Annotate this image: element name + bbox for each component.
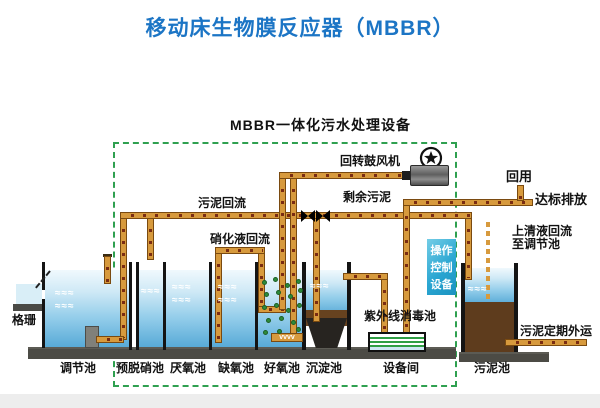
mbbr-media-dot	[285, 283, 290, 288]
label-uv-pool: 紫外线消毒池	[364, 309, 437, 323]
tank-label-aerobic: 好氧池	[264, 361, 301, 375]
inlet-pipe	[13, 304, 45, 311]
label-supernatant-1: 上清液回流	[512, 224, 573, 238]
unit-subtitle: MBBR一体化污水处理设备	[230, 117, 411, 133]
wall	[136, 262, 139, 350]
regulation-tank-drop-pipe	[104, 256, 111, 284]
settling-sludge-riser	[313, 218, 320, 322]
water-wave-icon	[218, 295, 237, 306]
wall	[209, 262, 212, 350]
water-wave-icon	[310, 281, 329, 292]
mbbr-media-dot	[276, 290, 281, 295]
blower-body	[410, 165, 449, 186]
tank-label-settling: 沉淀池	[306, 361, 343, 375]
label-excess-sludge: 剩余污泥	[343, 190, 392, 204]
pump-outlet-pipe	[96, 336, 124, 343]
aeration-header-pipe	[279, 172, 409, 179]
predenitrification-tank-water	[139, 270, 163, 347]
water-wave-icon	[218, 282, 237, 293]
inlet-wall-upper	[42, 262, 45, 290]
mbbr-media-dot	[263, 330, 268, 335]
wall	[163, 262, 166, 350]
reuse-stub-pipe	[517, 185, 524, 201]
water-wave-icon	[468, 284, 487, 295]
water-wave-icon	[55, 288, 74, 299]
tank-label-sludge: 污泥池	[474, 361, 511, 375]
water-wave-icon	[172, 295, 191, 306]
label-screen: 格珊	[12, 313, 37, 327]
mbbr-media-dot	[288, 294, 293, 299]
control-cabinet-line: 控制	[430, 262, 453, 274]
mbbr-media-dot	[296, 327, 301, 332]
label-blower: 回转鼓风机	[340, 154, 401, 168]
tank-label-predenitrification: 预脱硝池	[116, 361, 165, 375]
control-cabinet-line: 操作	[430, 245, 453, 257]
control-cabinet: 操作 控制 设备	[427, 239, 456, 295]
wall	[514, 263, 518, 352]
mbbr-media-dot	[262, 305, 267, 310]
discharge-pipe	[403, 199, 533, 206]
mbbr-media-dot	[264, 292, 269, 297]
label-discharge: 达标排放	[535, 192, 588, 207]
label-supernatant-2: 至调节池	[512, 237, 561, 251]
mbbr-media-dot	[277, 329, 282, 334]
blower-nozzle	[402, 171, 411, 180]
nitrified-recycle-top-pipe	[215, 247, 265, 254]
control-cabinet-line: 设备	[430, 279, 453, 291]
main-platform	[28, 347, 456, 359]
return-downcomer-pipe	[120, 218, 127, 340]
wall	[461, 263, 465, 352]
page-title: 移动床生物膜反应器（MBBR）	[145, 17, 455, 40]
wall	[347, 262, 351, 350]
settling-tank-water	[306, 270, 347, 315]
water-wave-icon	[55, 301, 74, 312]
water-wave-icon	[172, 282, 191, 293]
mbbr-media-dot	[262, 280, 267, 285]
mbbr-media-dot	[291, 320, 296, 325]
sludge-haul-pipe	[505, 339, 587, 346]
mbbr-media-dot	[286, 308, 291, 313]
label-reuse: 回用	[506, 169, 533, 184]
wall	[129, 262, 132, 350]
settling-overflow-pipe	[343, 273, 388, 280]
inlet-wall-lower	[42, 299, 45, 348]
label-sludge-return: 污泥回流	[198, 196, 247, 210]
valve-icon	[316, 210, 330, 222]
predenitrification-drop-pipe	[147, 218, 154, 260]
uv-disinfection-unit	[368, 332, 426, 352]
label-sludge-out: 污泥定期外运	[520, 324, 593, 338]
sludge-tank-platform	[459, 352, 549, 362]
mbbr-media-dot	[274, 303, 279, 308]
label-nitrified-return: 硝化液回流	[210, 232, 271, 246]
mbbr-media-dot	[279, 316, 284, 321]
tank-label-equipment-room: 设备间	[383, 361, 420, 375]
supernatant-return-pipe	[486, 222, 490, 302]
overflow-down-pipe	[381, 279, 388, 335]
mbbr-unit-dashed-boundary	[113, 142, 457, 387]
mbbr-media-dot	[266, 318, 271, 323]
mbbr-media-dot	[273, 277, 278, 282]
footer-strip	[0, 394, 600, 408]
mbbr-media-dot	[297, 303, 302, 308]
tank-label-regulation: 调节池	[60, 361, 97, 375]
mbbr-media-dot	[296, 279, 301, 284]
tank-label-anaerobic: 厌氧池	[170, 361, 207, 375]
pipe-cap	[103, 254, 112, 257]
aeration-drop-pipe	[290, 178, 297, 335]
wall	[302, 262, 306, 350]
water-wave-icon	[141, 286, 160, 297]
air-diffuser	[271, 333, 303, 342]
inlet-water	[16, 284, 42, 305]
tank-label-anoxic: 缺氧池	[218, 361, 255, 375]
wall	[255, 262, 258, 350]
excess-sludge-down-pipe	[465, 218, 472, 280]
valve-icon	[301, 210, 315, 222]
mbbr-media-dot	[298, 288, 303, 293]
